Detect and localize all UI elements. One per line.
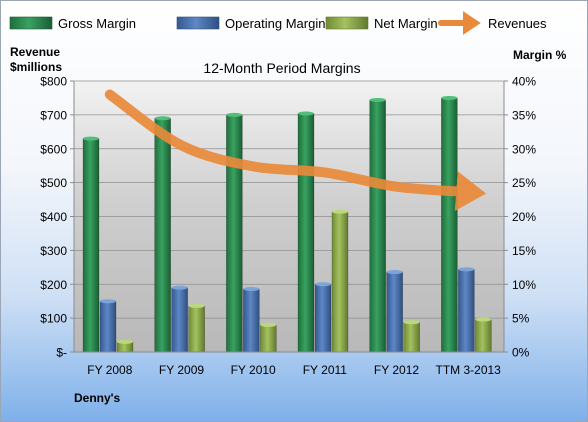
bar-net-margin [331,209,349,353]
left-tick-label: $800 [40,75,67,89]
bar-gross-margin [226,112,243,353]
bar-gross-margin [82,136,100,353]
bar-net-margin [403,320,420,353]
category-label: FY 2010 [231,363,276,377]
right-tick-label: 0% [512,346,530,360]
right-tick-label: 25% [512,176,536,190]
right-tick-label: 10% [512,278,536,292]
left-tick-label: $700 [40,108,67,122]
bar-net-margin [188,303,205,353]
left-tick-label: $300 [40,244,67,258]
bar-operating-margin [458,267,475,353]
legend-item-gross-margin: Gross Margin [9,16,136,31]
left-tick-label: $200 [40,278,67,292]
legend: Gross Margin Operating Margin Net Margin… [9,11,547,35]
category-label: FY 2009 [159,363,204,377]
legend-item-revenues: Revenues [438,11,547,35]
legend-label-operating-margin: Operating Margin [225,16,325,31]
bar-gross-margin [369,97,386,353]
category-label: FY 2008 [87,363,132,377]
revenue-line [104,89,487,212]
left-tick-label: $- [56,346,67,360]
left-tick-label: $500 [40,176,67,190]
bar-operating-margin [386,270,403,353]
left-axis-ticks: $- $100 $200 $300 $400 $500 $600 $700 $800 [40,75,74,360]
bars [82,95,492,353]
left-tick-label: $100 [40,312,67,326]
left-tick-label: $600 [40,142,67,156]
right-tick-label: 5% [512,312,530,326]
category-label: FY 2012 [374,363,419,377]
chart-title: 12-Month Period Margins [203,60,360,76]
company-label: Denny's [74,391,121,405]
left-axis-title-line1: Revenue [10,45,60,59]
legend-item-net-margin: Net Margin [325,16,438,31]
bar-operating-margin [314,282,332,353]
legend-label-revenues: Revenues [488,16,547,31]
bar-operating-margin [243,286,260,353]
gridlines [74,80,504,319]
right-axis-ticks: 0% 5% 10% 15% 20% 25% 30% 35% 40% [504,75,536,360]
bar-gross-margin [297,111,315,353]
bar-net-margin [260,322,277,353]
bar-net-margin [116,339,134,353]
bar-gross-margin [154,116,171,353]
right-tick-label: 30% [512,142,536,156]
category-labels: FY 2008 FY 2009 FY 2010 FY 2011 FY 2012 TTM 3… [87,363,501,377]
legend-label-net-margin: Net Margin [374,16,438,31]
right-tick-label: 40% [512,75,536,89]
category-label: TTM 3-2013 [435,363,501,377]
right-axis-title: Margin % [513,48,567,62]
left-tick-label: $400 [40,210,67,224]
right-tick-label: 20% [512,210,536,224]
right-tick-label: 35% [512,108,536,122]
bar-net-margin [475,317,492,353]
left-axis-title-line2: $millions [10,60,62,74]
bar-gross-margin [441,95,458,353]
bar-operating-margin [171,285,188,353]
revenue-series [104,89,487,212]
category-label: FY 2011 [303,363,348,377]
legend-label-gross-margin: Gross Margin [58,16,136,31]
legend-item-operating-margin: Operating Margin [176,16,325,31]
right-tick-label: 15% [512,244,536,258]
bar-operating-margin [99,299,117,353]
